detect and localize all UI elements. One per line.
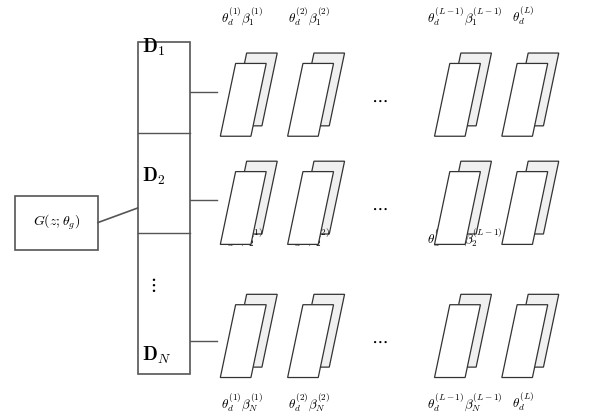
Text: $\theta_d^{(1)}\beta_{2}^{(1)}$: $\theta_d^{(1)}\beta_{2}^{(1)}$: [221, 226, 263, 248]
Polygon shape: [513, 53, 559, 126]
Text: $\mathbf{D}_1$: $\mathbf{D}_1$: [142, 37, 166, 59]
Text: $\theta_d^{(L-1)}\beta_{2}^{(L-1)}$: $\theta_d^{(L-1)}\beta_{2}^{(L-1)}$: [427, 226, 503, 248]
FancyBboxPatch shape: [138, 42, 190, 374]
Polygon shape: [231, 161, 277, 234]
Polygon shape: [446, 161, 491, 234]
Text: $\cdots$: $\cdots$: [371, 199, 388, 217]
Polygon shape: [231, 53, 277, 126]
Text: $\theta_d^{(2)}\beta_{1}^{(2)}$: $\theta_d^{(2)}\beta_{1}^{(2)}$: [288, 5, 330, 27]
Polygon shape: [288, 171, 334, 244]
Text: $\theta_d^{(L-1)}\beta_{N}^{(L-1)}$: $\theta_d^{(L-1)}\beta_{N}^{(L-1)}$: [427, 391, 503, 413]
Text: $\mathbf{D}_2$: $\mathbf{D}_2$: [142, 166, 166, 188]
Text: $\theta_d^{(L)}$: $\theta_d^{(L)}$: [512, 391, 534, 414]
Text: $\theta_d^{(2)}\beta_{2}^{(2)}$: $\theta_d^{(2)}\beta_{2}^{(2)}$: [288, 226, 330, 248]
Text: $\cdots$: $\cdots$: [371, 91, 388, 109]
Polygon shape: [220, 305, 266, 378]
Polygon shape: [288, 305, 334, 378]
Text: $\vdots$: $\vdots$: [147, 275, 156, 295]
Polygon shape: [513, 161, 559, 234]
Polygon shape: [220, 63, 266, 136]
Polygon shape: [513, 295, 559, 367]
Text: $\mathbf{D}_N$: $\mathbf{D}_N$: [142, 345, 172, 366]
Text: $\theta_d^{(1)}\beta_{1}^{(1)}$: $\theta_d^{(1)}\beta_{1}^{(1)}$: [221, 5, 263, 27]
Text: $\theta_d^{(L)}$: $\theta_d^{(L)}$: [512, 5, 534, 27]
Text: $\theta_d^{(1)}\beta_{N}^{(1)}$: $\theta_d^{(1)}\beta_{N}^{(1)}$: [221, 391, 263, 413]
Polygon shape: [299, 53, 345, 126]
Polygon shape: [502, 171, 548, 244]
FancyBboxPatch shape: [15, 196, 98, 250]
Polygon shape: [502, 305, 548, 378]
Text: $\cdots$: $\cdots$: [371, 332, 388, 350]
Polygon shape: [299, 161, 345, 234]
Polygon shape: [299, 295, 345, 367]
Polygon shape: [502, 63, 548, 136]
Text: $G(z;\theta_g)$: $G(z;\theta_g)$: [33, 213, 80, 232]
Text: $\theta_d^{(L)}$: $\theta_d^{(L)}$: [512, 226, 534, 248]
Polygon shape: [435, 171, 480, 244]
Polygon shape: [446, 295, 491, 367]
Polygon shape: [220, 171, 266, 244]
Polygon shape: [231, 295, 277, 367]
Polygon shape: [446, 53, 491, 126]
Text: $\theta_d^{(2)}\beta_{N}^{(2)}$: $\theta_d^{(2)}\beta_{N}^{(2)}$: [288, 391, 330, 413]
Polygon shape: [288, 63, 334, 136]
Polygon shape: [435, 63, 480, 136]
Polygon shape: [435, 305, 480, 378]
Text: $\theta_d^{(L-1)}\beta_{1}^{(L-1)}$: $\theta_d^{(L-1)}\beta_{1}^{(L-1)}$: [427, 5, 503, 27]
